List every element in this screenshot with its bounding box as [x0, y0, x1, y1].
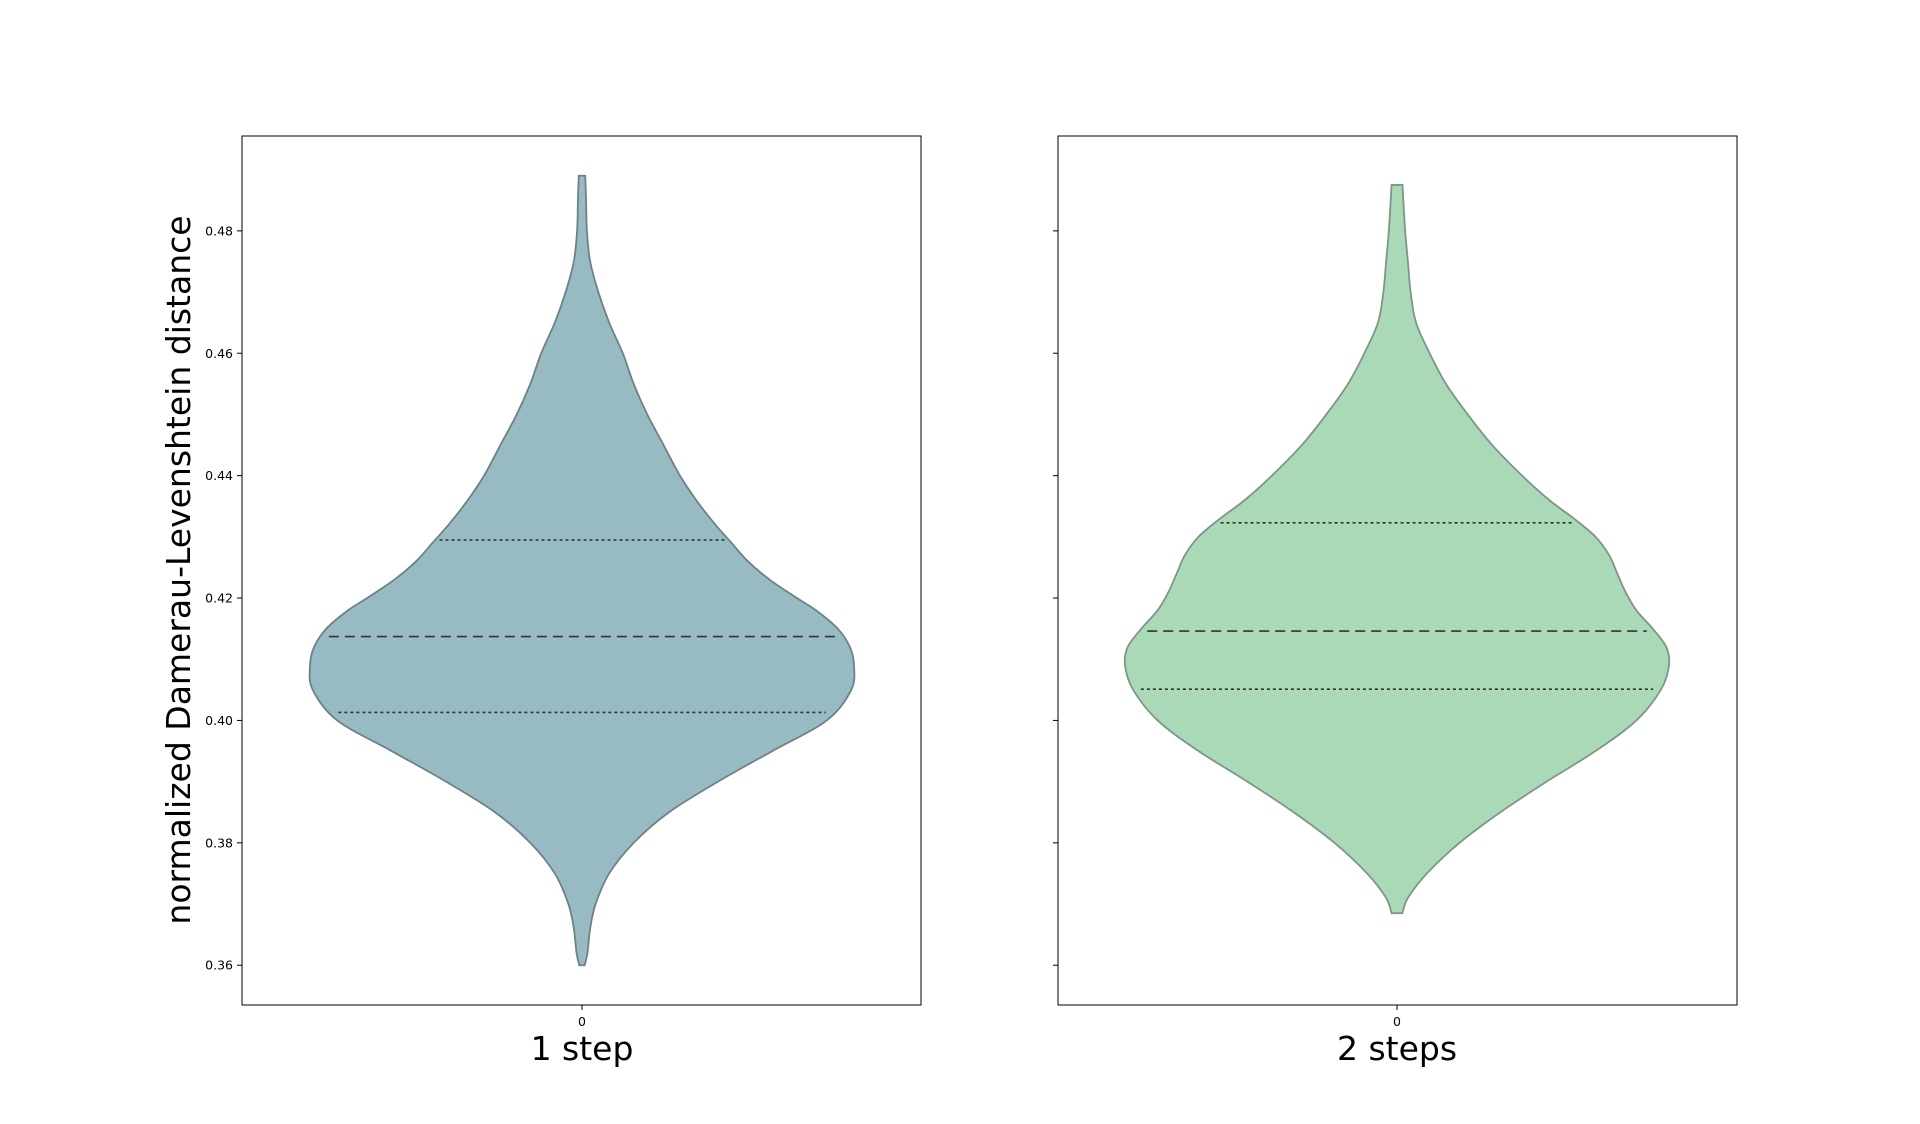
- y-axis: [1053, 230, 1058, 966]
- y-tick-label: 0.40: [205, 713, 233, 728]
- x-axis: 0 2 steps: [1337, 1005, 1457, 1068]
- y-tick-label: 0.48: [205, 223, 233, 238]
- panel-1-step: 0.36 0.38 0.40 0.42 0.44 0.46 0.48 0 1 step: [205, 135, 922, 1068]
- violin-body: [1123, 184, 1671, 915]
- x-axis-label: 2 steps: [1337, 1029, 1457, 1068]
- y-tick-label: 0.42: [205, 591, 233, 606]
- y-tick-label: 0.38: [205, 835, 233, 850]
- y-tick-label: 0.46: [205, 346, 233, 361]
- panel-2-steps: 0 2 steps: [1053, 135, 1738, 1068]
- x-tick-label: 0: [1393, 1014, 1401, 1029]
- y-axis: 0.36 0.38 0.40 0.42 0.44 0.46 0.48: [205, 223, 242, 973]
- x-axis-label: 1 step: [531, 1029, 634, 1068]
- y-axis-label: normalized Damerau-Levenshtein distance: [159, 215, 198, 924]
- violin-body: [308, 174, 856, 967]
- y-tick-label: 0.36: [205, 958, 233, 973]
- x-tick-label: 0: [578, 1014, 586, 1029]
- x-axis: 0 1 step: [531, 1005, 634, 1068]
- y-tick-label: 0.44: [205, 468, 233, 483]
